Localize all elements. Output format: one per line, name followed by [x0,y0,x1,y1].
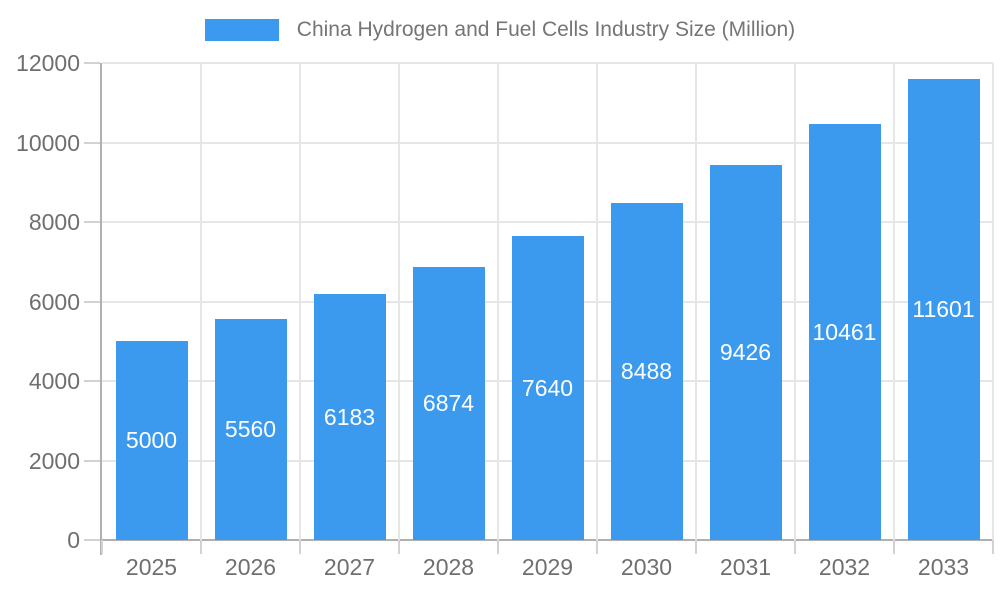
gridline-vertical [794,63,796,540]
x-tick [398,540,400,554]
gridline-vertical [893,63,895,540]
y-tick-label: 12000 [16,50,80,76]
bar[interactable]: 8488 [610,202,683,540]
x-axis-line [100,539,993,541]
gridline-horizontal [102,221,993,223]
x-tick-label: 2032 [818,554,871,580]
x-tick-label: 2033 [917,554,970,580]
legend[interactable]: China Hydrogen and Fuel Cells Industry S… [0,18,1000,42]
y-tick-label: 10000 [16,129,80,156]
gridline-vertical [398,63,400,540]
x-tick [299,540,301,554]
y-tick [84,459,100,462]
y-tick-label: 6000 [28,288,80,315]
bar[interactable]: 6183 [313,294,386,540]
x-tick-label: 2028 [422,554,475,580]
gridline-vertical [200,63,202,540]
y-tick [84,380,100,382]
y-tick [84,221,100,223]
gridline-vertical [992,63,994,540]
legend-swatch [204,19,279,41]
y-axis-line [100,63,102,555]
y-tick [84,539,100,541]
bar[interactable]: 7640 [511,236,584,540]
y-tick-label: 4000 [28,368,80,394]
y-tick [84,62,100,64]
x-tick-label: 2030 [620,554,673,580]
x-tick [596,540,598,554]
bar-value-label: 8488 [620,357,673,384]
bar[interactable]: 6874 [412,266,485,540]
bar-value-label: 6183 [323,403,376,430]
bar[interactable]: 10461 [808,124,881,540]
gridline-horizontal [102,141,993,144]
y-tick-label: 8000 [28,209,80,235]
x-tick-label: 2031 [719,554,772,580]
bar[interactable]: 5560 [214,319,287,540]
x-tick-label: 2026 [224,554,277,580]
x-tick-label: 2025 [125,554,178,580]
bar-value-label: 9426 [719,339,772,366]
y-tick-label: 2000 [28,447,80,474]
bar-value-label: 5560 [224,416,277,442]
gridline-horizontal [102,62,993,64]
bar-value-label: 10461 [812,318,877,345]
bar-value-label: 11601 [912,295,975,322]
x-tick [200,540,202,554]
bar-value-label: 5000 [125,427,178,454]
legend-label: China Hydrogen and Fuel Cells Industry S… [296,18,796,41]
plot-area: 5000 5560 6183 6874 7640 8488 9426 10461 11601 [102,62,994,540]
gridline-vertical [497,63,499,540]
y-tick-label: 0 [67,527,80,553]
bar[interactable]: 11601 [907,78,980,540]
bar-value-label: 7640 [521,374,574,401]
x-tick [695,540,697,554]
bar-value-label: 6874 [422,389,475,416]
x-tick [893,540,895,554]
gridline-vertical [695,63,697,540]
gridline-vertical [596,63,598,540]
x-tick-label: 2029 [521,554,574,580]
gridline-vertical [299,63,301,540]
bar[interactable]: 9426 [709,165,782,540]
bar[interactable]: 5000 [115,341,188,540]
x-tick [101,540,103,554]
y-tick [84,300,100,303]
x-tick [992,540,994,554]
x-tick-label: 2027 [323,554,376,580]
y-tick [84,141,100,144]
x-tick [794,540,796,554]
x-tick [497,540,499,554]
